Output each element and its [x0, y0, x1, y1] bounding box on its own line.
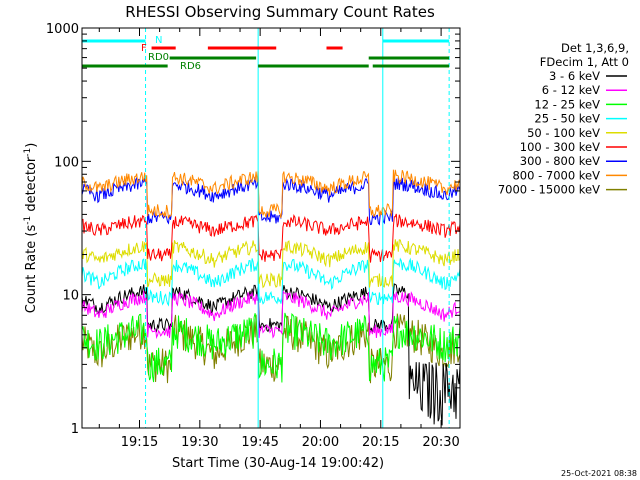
legend: Det 1,3,6,9, FDecim 1, Att 0 3 - 6 keV6 …	[498, 41, 629, 197]
x-tick-label-1: 19:30	[181, 435, 218, 450]
y-tick-label-2: 100	[54, 155, 79, 170]
x-tick-label-2: 19:45	[241, 435, 278, 450]
y-tick-label-3: 1000	[46, 22, 79, 37]
series-line-3	[81, 257, 461, 307]
series-line-2	[81, 312, 461, 383]
series-layer	[81, 169, 461, 426]
x-axis-label: Start Time (30-Aug-14 19:00:42)	[172, 456, 384, 471]
y-axis-label-part2: detector	[24, 156, 39, 216]
flag-label-rd0: RD0	[148, 52, 169, 63]
x-tick-label-4: 20:15	[362, 435, 399, 450]
y-axis: 1 10 100 1000	[46, 22, 460, 437]
legend-label-6: 300 - 800 keV	[520, 154, 600, 168]
flag-label-f: F	[141, 43, 147, 54]
flag-label-rd6: RD6	[180, 61, 201, 72]
x-axis: 19:15 19:30 19:45 20:00 20:15 20:30	[98, 28, 460, 450]
y-tick-label-1: 10	[62, 289, 79, 304]
plot-frame	[81, 27, 461, 429]
footer-timestamp: 25-Oct-2021 08:38	[561, 469, 637, 478]
legend-label-3: 25 - 50 keV	[534, 112, 600, 126]
legend-label-2: 12 - 25 keV	[534, 97, 600, 111]
series-line-8	[81, 313, 461, 384]
series-line-5	[81, 213, 461, 263]
y-tick-label-0: 1	[71, 422, 79, 437]
x-tick-label-5: 20:30	[422, 435, 459, 450]
legend-header-line1: Det 1,3,6,9,	[561, 41, 629, 55]
series-line-7	[81, 169, 461, 219]
legend-label-5: 100 - 300 keV	[520, 140, 600, 154]
x-tick-label-0: 19:15	[121, 435, 158, 450]
legend-label-0: 3 - 6 keV	[549, 69, 600, 83]
y-axis-label-part3: )	[24, 143, 39, 148]
series-line-1	[81, 290, 461, 340]
legend-header-line2: FDecim 1, Att 0	[540, 55, 629, 69]
y-axis-label-sup1: -1	[23, 216, 33, 225]
series-line-4	[81, 239, 461, 289]
y-axis-label-sup2: -1	[23, 148, 33, 157]
x-tick-label-3: 20:00	[302, 435, 339, 450]
legend-label-1: 6 - 12 keV	[542, 83, 600, 97]
flag-label-n: N	[155, 35, 162, 46]
series-line-0	[81, 283, 461, 426]
legend-label-7: 800 - 7000 keV	[512, 168, 600, 182]
y-axis-label: Count Rate (s-1 detector-1)	[23, 143, 39, 314]
legend-label-4: 50 - 100 keV	[527, 126, 600, 140]
chart-title: RHESSI Observing Summary Count Rates	[125, 3, 435, 21]
series-line-6	[81, 176, 461, 226]
legend-label-8: 7000 - 15000 keV	[498, 183, 600, 197]
y-axis-label-part1: Count Rate (s	[24, 225, 39, 314]
